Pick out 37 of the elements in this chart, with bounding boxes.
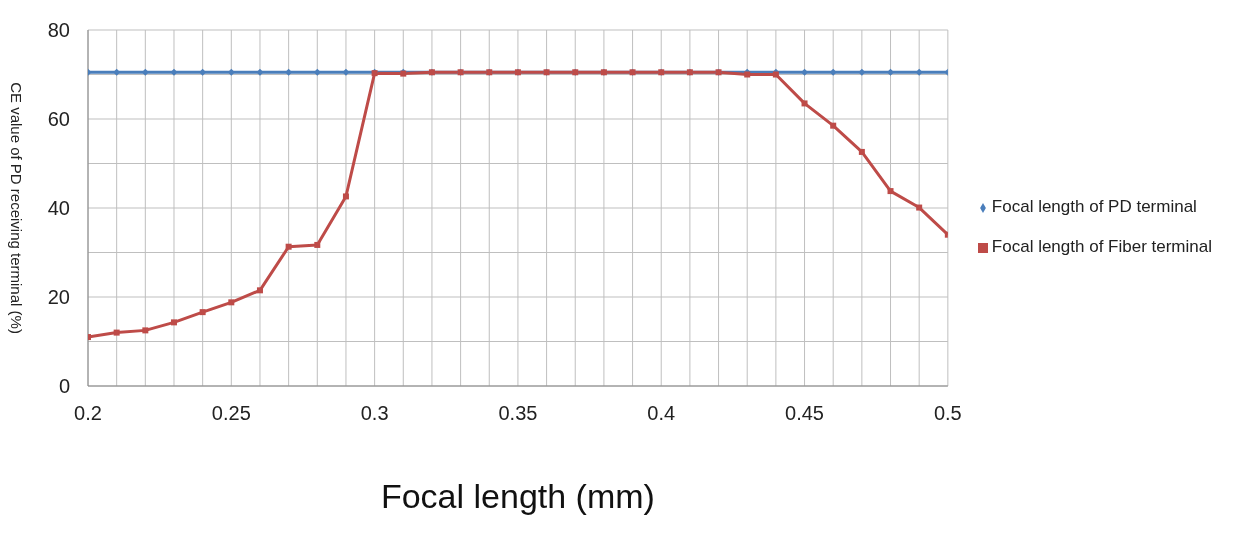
- line-series: [88, 69, 948, 341]
- y-tick-label: 0: [58, 375, 70, 398]
- point: [887, 188, 894, 195]
- point: [801, 100, 808, 107]
- x-tick-label: 0.35: [498, 402, 538, 425]
- y-tick-label: 80: [47, 19, 70, 42]
- legend-label: Focal length of PD terminal: [991, 197, 1197, 216]
- point: [142, 327, 149, 334]
- point: [342, 193, 349, 200]
- x-tick-label: 0.2: [74, 402, 102, 425]
- x-tick-label: 0.5: [933, 402, 962, 425]
- point: [256, 287, 263, 294]
- x-tick-label: 0.4: [647, 402, 676, 425]
- point: [915, 68, 923, 76]
- y-tick-label: 40: [47, 197, 70, 220]
- point: [858, 148, 865, 155]
- point: [170, 68, 178, 76]
- y-axis-title: CE value of PD receiving terminal (%): [7, 82, 25, 334]
- point: [228, 299, 235, 306]
- x-axis-title: Focal length (mm): [380, 477, 655, 515]
- point: [829, 68, 837, 76]
- point: [199, 309, 206, 316]
- y-tick-label: 20: [47, 286, 70, 309]
- point: [285, 243, 292, 250]
- x-tick-label: 0.45: [785, 402, 825, 425]
- x-tick-label: 0.3: [360, 402, 389, 425]
- point: [113, 329, 120, 336]
- point: [858, 68, 866, 76]
- y-tick-label: 60: [47, 108, 70, 131]
- point: [916, 204, 923, 211]
- point: [830, 122, 837, 129]
- x-tick-label: 0.25: [211, 402, 251, 425]
- point: [314, 241, 321, 248]
- point: [256, 68, 264, 76]
- legend-label: Focal length of Fiber terminal: [991, 237, 1212, 256]
- point: [342, 68, 350, 76]
- point: [170, 319, 177, 326]
